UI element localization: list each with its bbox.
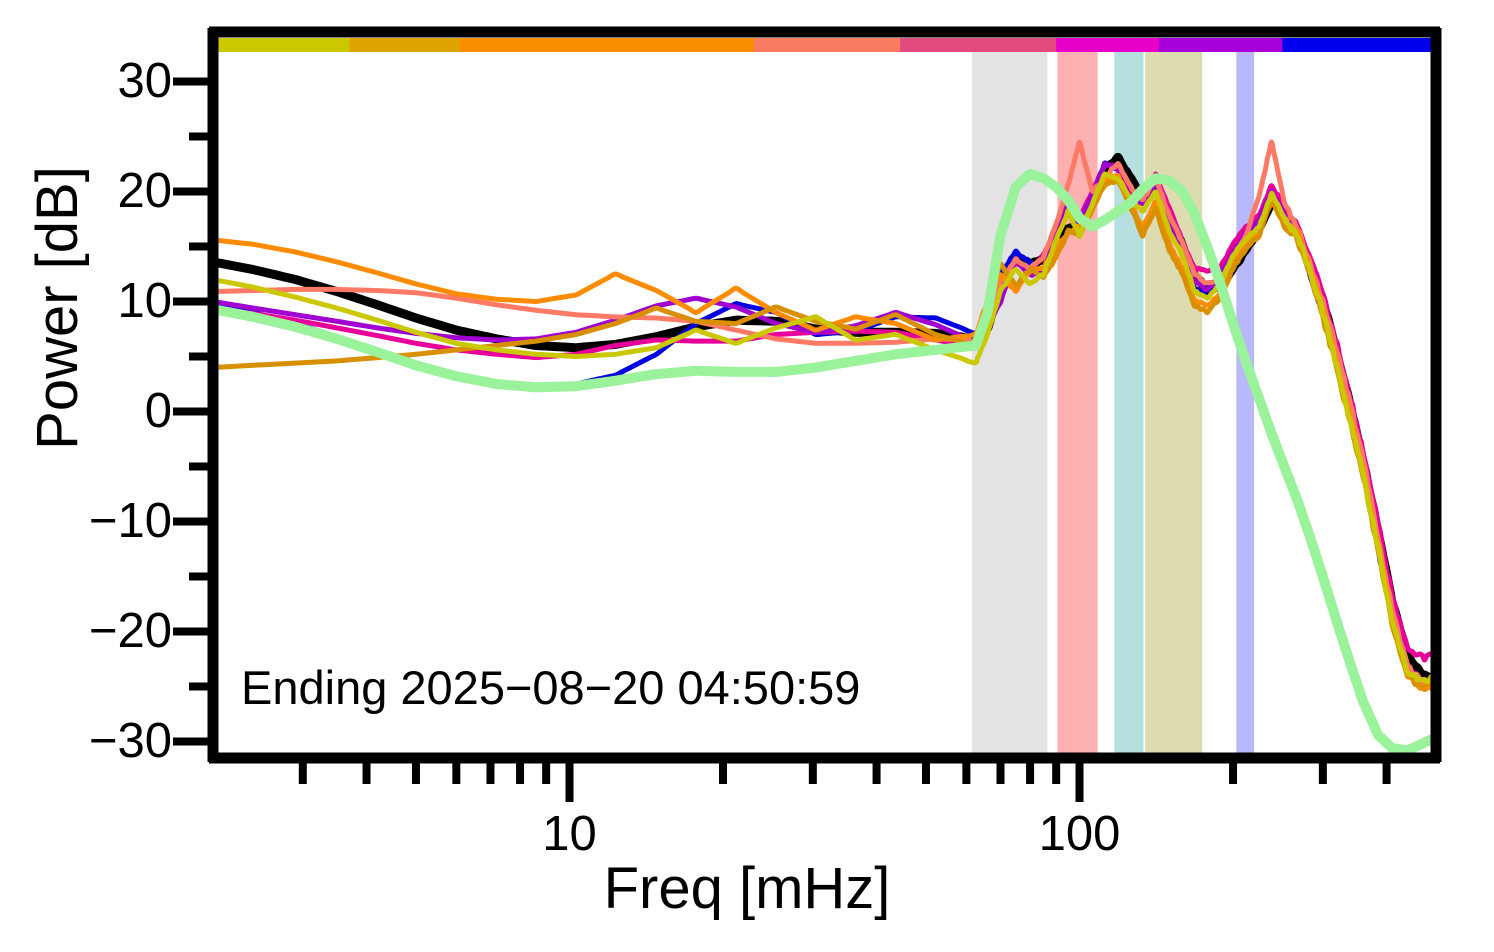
cb-salmon (753, 38, 902, 52)
band-lavender (1236, 50, 1255, 758)
cb-magenta (1056, 38, 1160, 52)
y-tick-label: 10 (117, 273, 172, 328)
band-khaki (1145, 50, 1203, 758)
cb-amber (349, 38, 462, 52)
frequency-colorbar (213, 38, 1437, 52)
ending-timestamp-annotation: Ending 2025−08−20 04:50:59 (241, 661, 861, 714)
curve-chan-olive (210, 171, 1439, 685)
y-tick-label: 30 (117, 53, 172, 108)
band-gray (971, 50, 1048, 758)
cb-crimson (900, 38, 1058, 52)
cb-blue (1282, 38, 1437, 52)
cb-orange (460, 38, 755, 52)
axes-frame (207, 26, 1442, 764)
y-tick-label: −30 (88, 713, 172, 768)
y-tick-label: 20 (117, 163, 172, 218)
y-tick-label: −10 (88, 493, 172, 548)
cb-olive (213, 38, 351, 52)
x-axis-label: Freq [mHz] (603, 856, 891, 921)
axis-ticks (173, 77, 1391, 802)
spectrum-curves (208, 139, 1441, 756)
x-tick-label: 10 (542, 807, 597, 861)
y-tick-label: −20 (88, 603, 172, 658)
y-tick-label: 0 (144, 383, 172, 438)
curve-chan-green (208, 168, 1441, 756)
cb-purple (1158, 38, 1284, 52)
x-tick-label: 100 (1038, 807, 1121, 861)
band-pink (1057, 50, 1098, 758)
